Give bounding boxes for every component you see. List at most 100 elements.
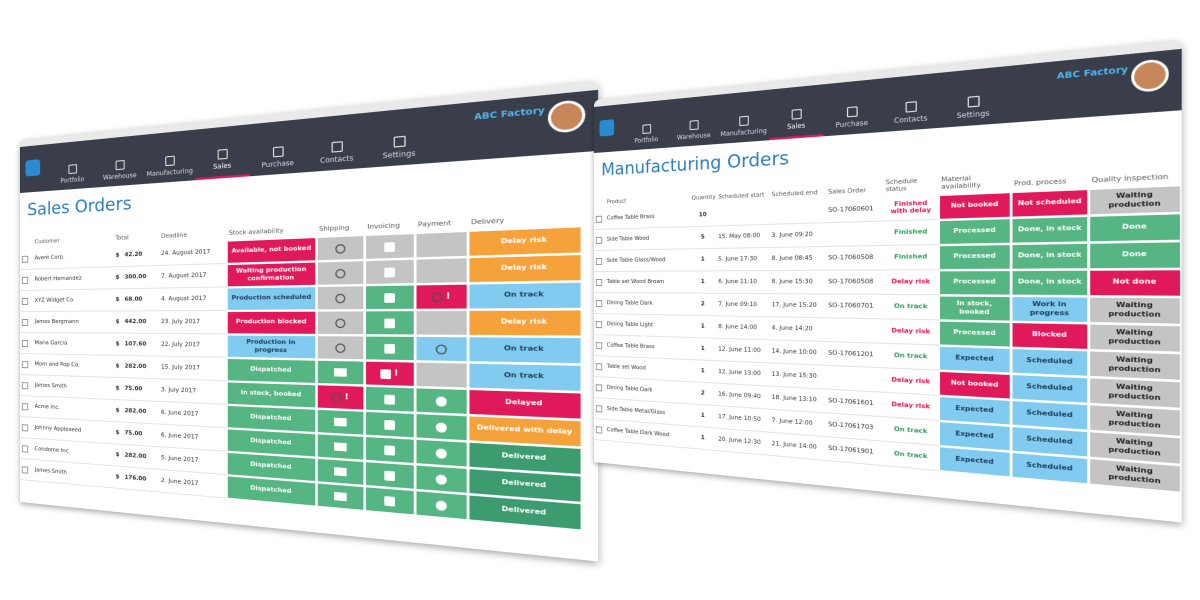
nav-item[interactable]: Sales [195, 136, 249, 181]
product: Side Table Wood [605, 227, 690, 251]
nav-item[interactable]: Portfolio [49, 150, 95, 191]
nav-item[interactable]: Warehouse [670, 105, 719, 147]
checkbox[interactable] [596, 215, 602, 222]
checkbox[interactable] [22, 466, 28, 474]
shipping-icon [335, 243, 345, 253]
payment-cell [415, 310, 468, 336]
end [769, 200, 825, 225]
nav-item[interactable]: Purchase [824, 90, 881, 136]
column-header[interactable]: Sales Order [826, 174, 883, 200]
quantity: 1 [690, 316, 717, 339]
schedule-status: On track [883, 442, 939, 471]
invoicing-cell [365, 233, 415, 260]
currency: $ [116, 341, 120, 347]
row-select [20, 438, 33, 460]
nav-item[interactable]: Purchase [250, 130, 307, 176]
nav-item[interactable]: Manufacturing [718, 101, 769, 144]
end: 14. June 10:00 [769, 340, 825, 366]
end: 3. June 09:20 [769, 223, 825, 248]
checkbox[interactable] [22, 318, 28, 325]
process-status: Done, in stock [1011, 243, 1089, 270]
nav-item[interactable]: Portfolio [623, 110, 669, 151]
column-header[interactable]: Prod. process [1011, 163, 1089, 192]
checkbox[interactable] [596, 321, 602, 328]
shipping-cell: ! [317, 384, 365, 411]
checkbox[interactable] [22, 424, 28, 431]
nav-item[interactable]: Contacts [307, 125, 368, 173]
checkbox[interactable] [596, 426, 602, 434]
nav-label: Warehouse [103, 172, 137, 182]
checkbox[interactable] [596, 300, 602, 307]
sales-order: SO-17061201 [826, 342, 883, 368]
nav-item[interactable]: Sales [769, 96, 823, 141]
manufacturing-screen: Portfolio Warehouse Manufacturing Sales Purc… [594, 40, 1182, 523]
column-header[interactable]: Quantity [690, 183, 717, 205]
checkbox[interactable] [22, 276, 28, 283]
amount: 107.60 [124, 341, 146, 348]
column-header[interactable]: Total [114, 222, 159, 245]
checkbox[interactable] [596, 236, 602, 243]
process-status: Scheduled [1011, 452, 1089, 485]
header-cell [20, 228, 33, 249]
checkbox[interactable] [22, 340, 28, 347]
checkbox[interactable] [596, 342, 602, 349]
checkbox[interactable] [596, 384, 602, 391]
sales-order: SO-17060701 [826, 295, 883, 320]
row-select [20, 417, 33, 439]
sales-order: SO-17060508 [826, 246, 883, 271]
column-header[interactable]: Schedule status [883, 171, 939, 197]
checkbox[interactable] [596, 405, 602, 412]
row-select [594, 230, 605, 251]
row-select [594, 251, 605, 272]
checkbox[interactable] [596, 257, 602, 264]
checkbox[interactable] [596, 363, 602, 370]
checkbox[interactable] [22, 445, 28, 452]
end: 4. June 14:20 [769, 317, 825, 342]
checkbox[interactable] [22, 403, 28, 410]
row-select [20, 312, 33, 333]
avatar[interactable] [548, 99, 585, 134]
row-select [20, 396, 33, 418]
customer: Mom and Pop Co. [33, 354, 114, 378]
column-header[interactable]: Material availability [939, 167, 1011, 195]
column-header[interactable]: Scheduled start [716, 180, 769, 204]
column-header[interactable]: Invoicing [365, 208, 415, 235]
invoicing-icon [384, 267, 395, 277]
column-header[interactable]: Shipping [317, 211, 365, 237]
nav-item[interactable]: Manufacturing [144, 141, 195, 184]
column-header[interactable]: Scheduled end [769, 177, 825, 202]
invoicing-cell [365, 335, 415, 361]
nav-item[interactable]: Warehouse [96, 145, 145, 187]
shipping-icon [334, 418, 347, 427]
logo [25, 159, 40, 176]
checkbox[interactable] [22, 361, 28, 368]
checkbox[interactable] [596, 278, 602, 285]
quantity: 1 [690, 338, 717, 361]
quantity: 1 [690, 426, 717, 451]
deadline: 15. July 2017 [159, 357, 227, 382]
checkbox[interactable] [22, 255, 28, 262]
payment-cell [415, 387, 468, 415]
column-header[interactable]: Payment [415, 206, 468, 233]
amount: 176.00 [124, 475, 146, 483]
total: $75.00 [114, 378, 159, 402]
shipping-cell [317, 482, 365, 511]
invoicing-icon [384, 318, 395, 328]
checkbox[interactable] [22, 297, 28, 304]
customer: XYZ Widget Co. [33, 289, 114, 312]
checkbox[interactable] [22, 382, 28, 389]
shipping-flag: ! [345, 393, 349, 403]
column-header[interactable]: Deadline [159, 218, 227, 243]
quality-status: Waiting production [1089, 458, 1182, 493]
invoicing-cell [365, 284, 415, 310]
material-status: Not booked [939, 371, 1011, 400]
nav-item[interactable]: Settings [941, 79, 1005, 128]
nav-label: Contacts [894, 114, 927, 125]
nav-item[interactable]: Settings [367, 119, 431, 168]
avatar[interactable] [1131, 58, 1169, 93]
deadline: 24. August 2017 [159, 241, 227, 266]
nav-item[interactable]: Contacts [881, 85, 942, 133]
column-header[interactable]: Quality inspection [1089, 158, 1182, 188]
total: $107.60 [114, 334, 159, 357]
amount: 282.00 [124, 363, 146, 370]
